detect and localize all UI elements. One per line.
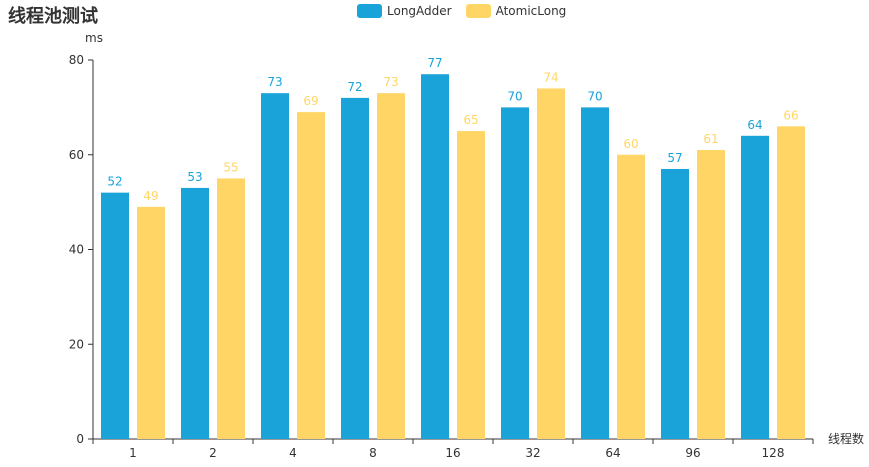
data-label-longadder: 77	[427, 56, 442, 70]
legend-label-longadder: LongAdder	[387, 4, 452, 18]
data-label-atomiclong: 61	[703, 132, 718, 146]
bar-longadder	[741, 135, 769, 440]
bar-longadder	[581, 107, 609, 439]
legend: LongAdder AtomicLong	[357, 4, 580, 18]
y-tick-label: 0	[76, 432, 84, 446]
legend-swatch-atomiclong	[465, 4, 491, 18]
data-label-longadder: 53	[187, 170, 202, 184]
data-label-atomiclong: 49	[143, 189, 158, 203]
bar-atomiclong	[457, 131, 485, 439]
chart-title: 线程池测试	[8, 6, 98, 27]
x-tick-label: 32	[525, 446, 540, 460]
y-tick-label: 80	[69, 53, 84, 67]
bar-atomiclong	[377, 93, 405, 439]
data-label-atomiclong: 73	[383, 75, 398, 89]
x-tick-label: 128	[762, 446, 785, 460]
data-label-atomiclong: 60	[623, 137, 638, 151]
data-label-longadder: 73	[267, 75, 282, 89]
data-label-longadder: 57	[667, 151, 682, 165]
x-axis-name: 线程数	[828, 431, 864, 446]
y-tick-label: 20	[69, 337, 84, 351]
legend-item-atomiclong[interactable]: AtomicLong	[465, 4, 567, 18]
x-tick-label: 2	[209, 446, 217, 460]
bar-longadder	[421, 74, 449, 440]
data-label-atomiclong: 55	[223, 160, 238, 174]
bar-atomiclong	[777, 126, 805, 439]
bar-longadder	[341, 97, 369, 440]
bar-atomiclong	[297, 112, 325, 440]
bar-longadder	[661, 168, 689, 439]
y-tick-label: 60	[69, 148, 84, 162]
data-label-longadder: 52	[107, 175, 122, 189]
data-label-longadder: 70	[507, 89, 522, 103]
data-label-longadder: 64	[747, 118, 762, 132]
data-label-atomiclong: 65	[463, 113, 478, 127]
legend-item-longadder[interactable]: LongAdder	[357, 4, 452, 18]
data-label-longadder: 72	[347, 80, 362, 94]
x-tick-label: 96	[685, 446, 700, 460]
bar-atomiclong	[697, 150, 725, 439]
data-label-atomiclong: 69	[303, 94, 318, 108]
legend-label-atomiclong: AtomicLong	[495, 4, 567, 18]
bar-longadder	[181, 187, 209, 439]
data-label-longadder: 70	[587, 89, 602, 103]
bar-atomiclong	[137, 206, 165, 439]
bar-longadder	[101, 192, 129, 439]
bar-longadder	[501, 107, 529, 439]
data-label-atomiclong: 66	[783, 108, 798, 122]
bar-atomiclong	[217, 178, 245, 439]
x-tick-label: 16	[445, 446, 460, 460]
x-tick-label: 64	[605, 446, 620, 460]
bar-atomiclong	[537, 88, 565, 440]
y-axis-name: ms	[85, 31, 103, 45]
bar-longadder	[261, 93, 289, 439]
legend-swatch-longadder	[357, 4, 382, 18]
x-tick-label: 4	[289, 446, 297, 460]
y-tick-label: 40	[69, 243, 84, 257]
data-label-atomiclong: 74	[543, 70, 558, 84]
x-tick-label: 1	[129, 446, 137, 460]
x-tick-label: 8	[369, 446, 377, 460]
bar-atomiclong	[617, 154, 645, 439]
